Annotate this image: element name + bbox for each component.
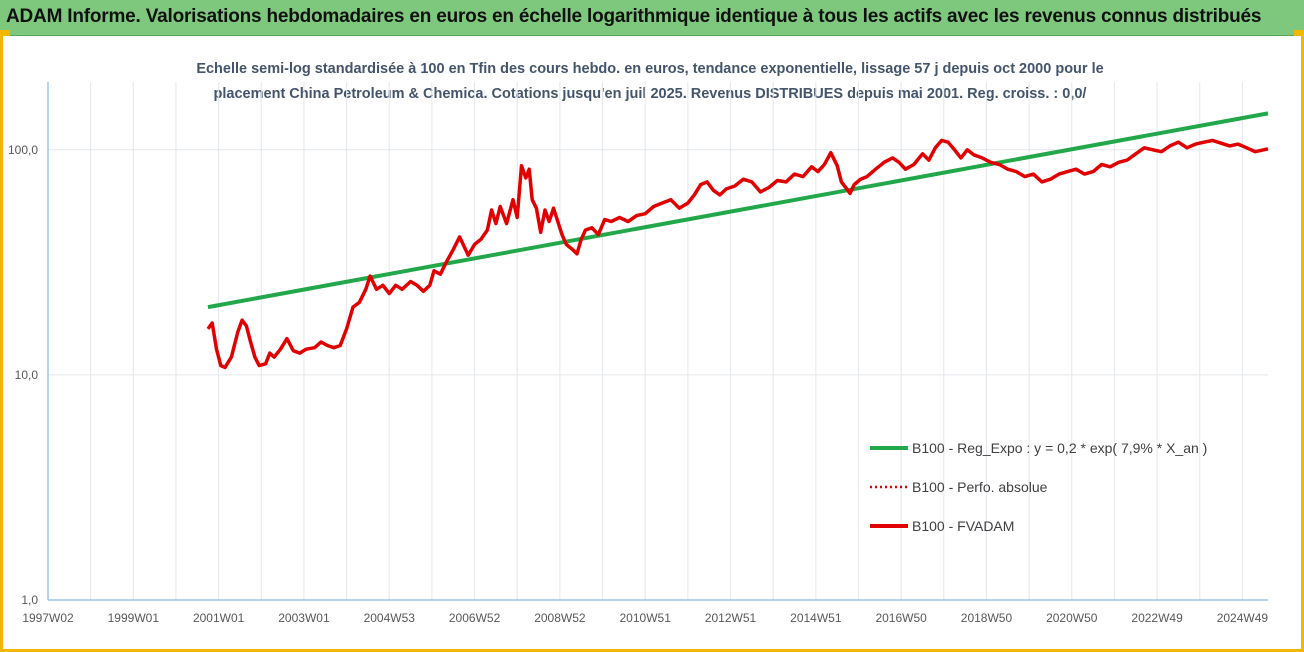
chart-subtitle-line-2: placement China Petroleum & Chemica. Cot…	[214, 86, 1087, 102]
x-tick-label: 2006W52	[449, 611, 501, 625]
legend: B100 - Reg_Expo : y = 0,2 * exp( 7,9% * …	[870, 440, 1207, 534]
x-tick-label: 2016W50	[875, 611, 927, 625]
grid-lines	[47, 82, 1268, 601]
axes: 1,0 10,0 100,0 1997W02 1999W01 2001W01 2003W01…	[8, 82, 1268, 625]
x-tick-label: 1999W01	[108, 611, 160, 625]
frame-corner-left	[0, 30, 10, 36]
x-tick-label: 2022W49	[1131, 611, 1183, 625]
x-tick-label: 2024W49	[1217, 611, 1269, 625]
frame-right	[1301, 36, 1304, 652]
header-banner: ADAM Informe. Valorisations hebdomadaire…	[0, 0, 1304, 36]
frame-left	[0, 36, 3, 652]
y-tick-label: 1,0	[21, 593, 38, 607]
legend-label-perfo: B100 - Perfo. absolue	[912, 479, 1048, 495]
x-tick-label: 1997W02	[22, 611, 74, 625]
x-tick-label: 2020W50	[1046, 611, 1098, 625]
x-tick-label: 2014W51	[790, 611, 842, 625]
x-tick-label: 2018W50	[961, 611, 1013, 625]
legend-label-trend: B100 - Reg_Expo : y = 0,2 * exp( 7,9% * …	[912, 440, 1207, 456]
series-fvadam-line	[206, 138, 1269, 370]
x-tick-label: 2001W01	[193, 611, 245, 625]
frame-corner-right	[1294, 30, 1304, 36]
x-tick-label: 2008W52	[534, 611, 586, 625]
series-trend-line	[207, 111, 1269, 310]
page-title: ADAM Informe. Valorisations hebdomadaire…	[6, 6, 1262, 27]
x-tick-label: 2003W01	[278, 611, 330, 625]
chart-subtitle-line-1: Echelle semi-log standardisée à 100 en T…	[196, 61, 1103, 77]
x-tick-label: 2004W53	[364, 611, 416, 625]
x-tick-label: 2010W51	[620, 611, 672, 625]
frame-bottom	[0, 649, 1304, 652]
series-lines	[206, 111, 1269, 370]
x-tick-label: 2012W51	[705, 611, 757, 625]
legend-label-fvadam: B100 - FVADAM	[912, 518, 1014, 534]
y-tick-label: 10,0	[15, 368, 39, 382]
y-tick-label: 100,0	[8, 143, 38, 157]
